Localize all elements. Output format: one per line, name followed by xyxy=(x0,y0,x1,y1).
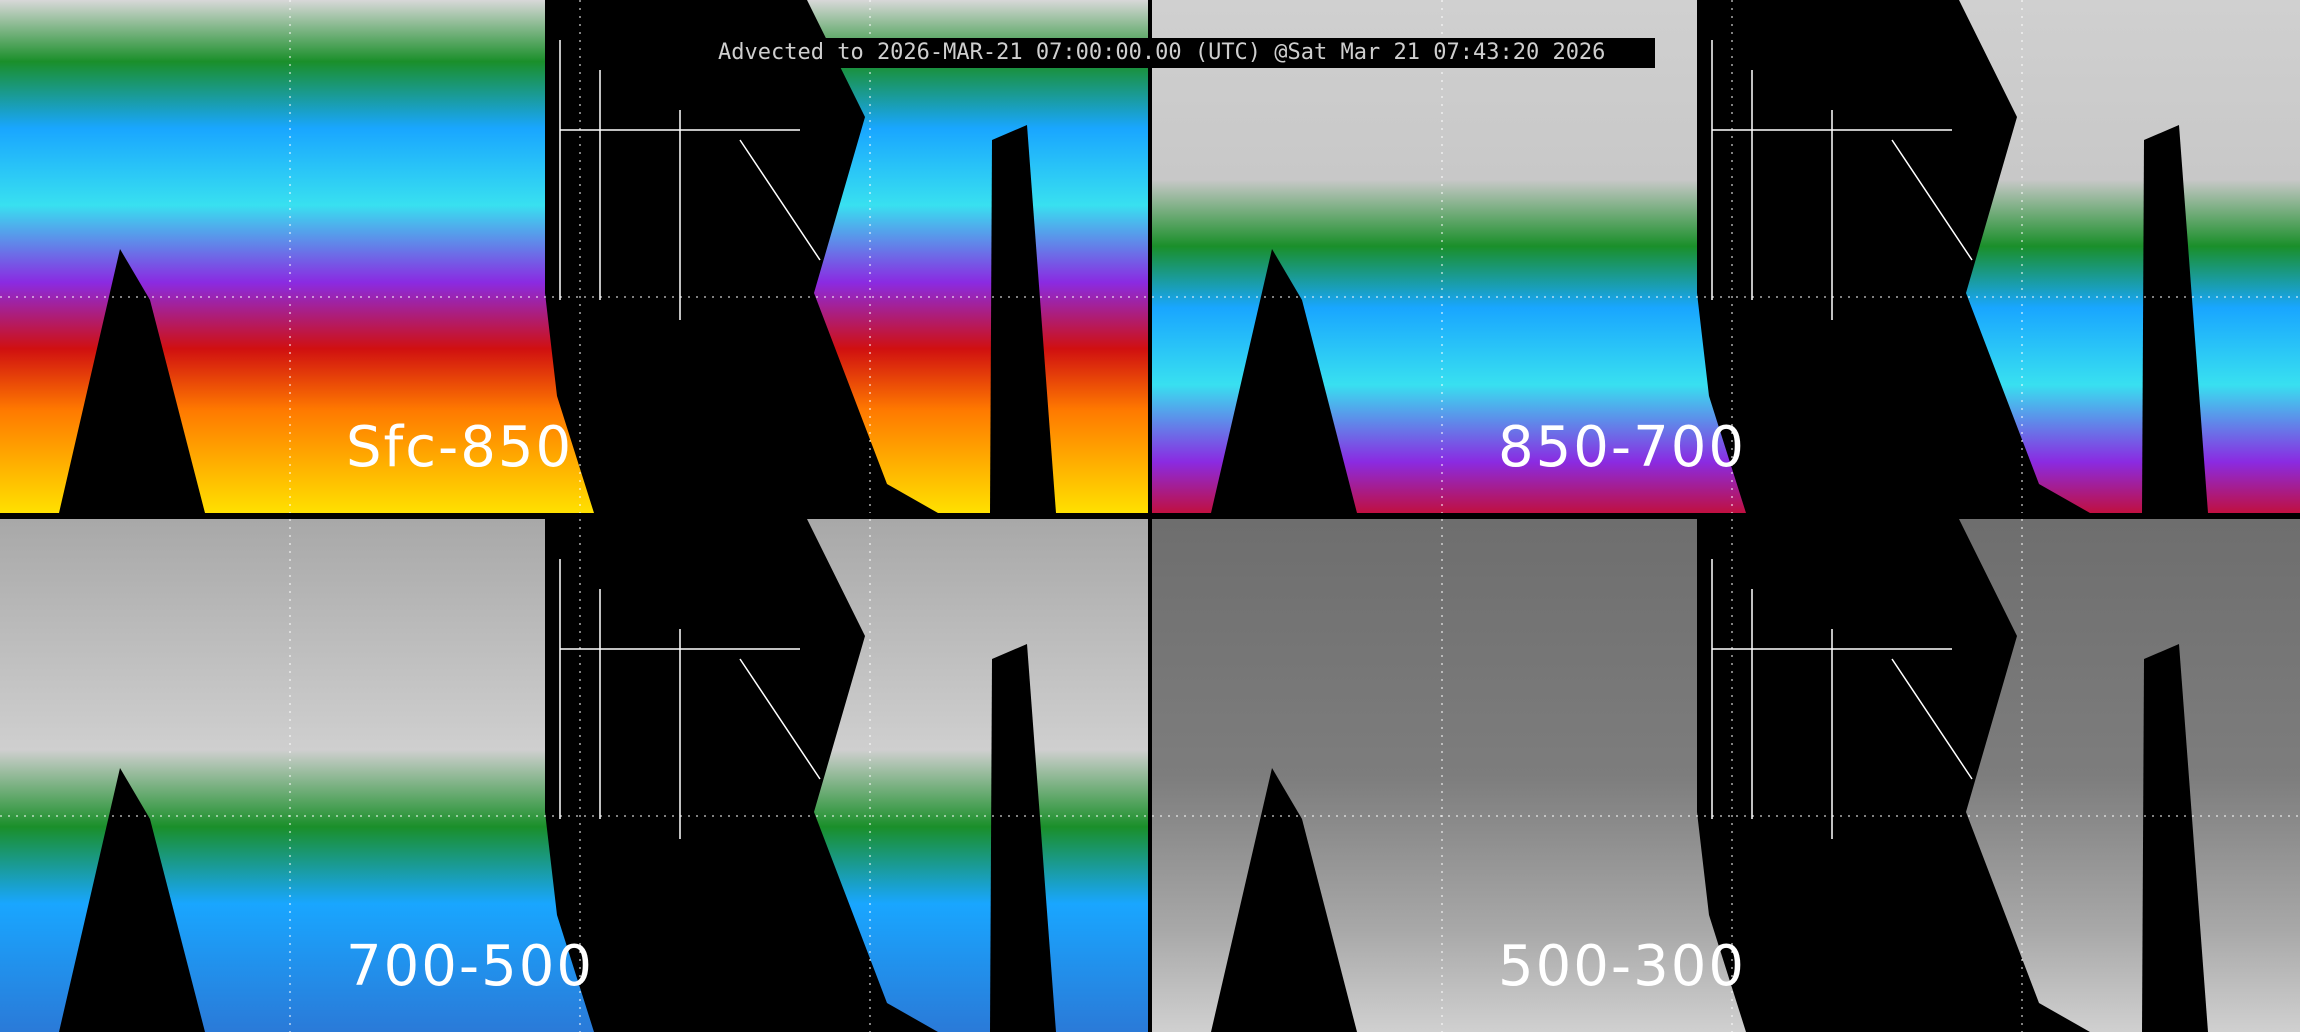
data-gap-right xyxy=(2142,644,2208,1032)
data-gap-left xyxy=(59,249,205,513)
land-mask xyxy=(545,519,938,1032)
state-borders xyxy=(1711,40,1973,320)
data-gap-right xyxy=(990,644,1056,1032)
data-gap-left xyxy=(1211,249,1357,513)
land-mask xyxy=(545,0,938,513)
water-vapor-map xyxy=(0,0,1148,513)
state-borders xyxy=(559,40,821,320)
land-mask xyxy=(1697,0,2090,513)
land-mask xyxy=(1697,519,2090,1032)
layer-label: 500-300 xyxy=(1498,934,1746,999)
panel-850-700: 850-700 xyxy=(1152,0,2300,513)
water-vapor-map xyxy=(1152,0,2300,513)
layer-label: 850-700 xyxy=(1498,415,1746,480)
layer-label: Sfc-850 xyxy=(346,415,574,480)
gridlines xyxy=(1152,519,2300,1032)
state-borders xyxy=(1711,559,1973,839)
timestamp-title: Advected to 2026-MAR-21 07:00:00.00 (UTC… xyxy=(706,38,1655,68)
data-gap-right xyxy=(990,125,1056,513)
water-vapor-map xyxy=(0,519,1148,1032)
panel-500-300: 500-300 xyxy=(1152,519,2300,1032)
data-gap-left xyxy=(1211,768,1357,1032)
gridlines xyxy=(1152,0,2300,513)
state-borders xyxy=(559,559,821,839)
panel-sfc-850: Sfc-850 xyxy=(0,0,1148,513)
gridlines xyxy=(0,0,1148,513)
water-vapor-map xyxy=(1152,519,2300,1032)
gridlines xyxy=(0,519,1148,1032)
layer-label: 700-500 xyxy=(346,934,594,999)
panel-700-500: 700-500 xyxy=(0,519,1148,1032)
data-gap-left xyxy=(59,768,205,1032)
data-gap-right xyxy=(2142,125,2208,513)
